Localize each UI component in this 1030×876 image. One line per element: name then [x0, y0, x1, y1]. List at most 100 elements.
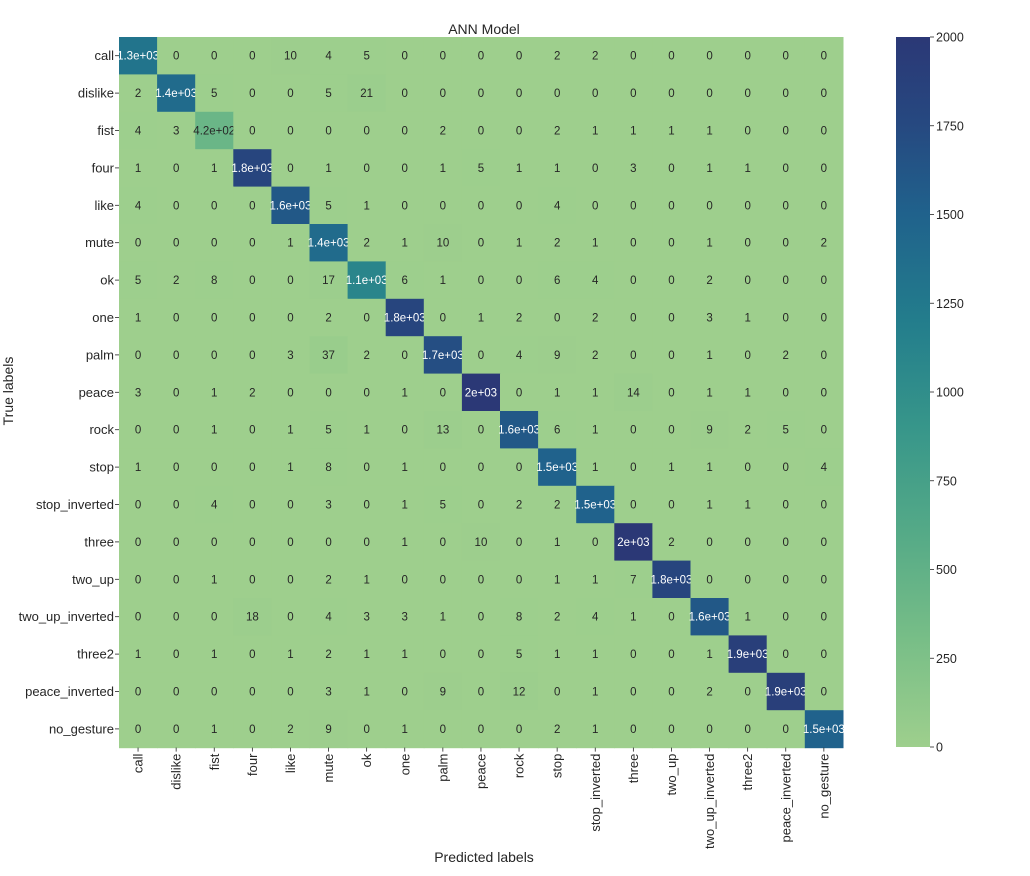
cell-value-label: 0: [516, 126, 522, 138]
column-tick-label: three: [626, 754, 641, 784]
heatmap-cell: [614, 485, 653, 524]
heatmap-cell: [347, 336, 387, 375]
heatmap-cell: [385, 298, 425, 337]
heatmap-cell: [766, 186, 806, 225]
cell-value-label: 1: [402, 649, 408, 661]
cell-value-label: 1: [706, 462, 712, 474]
heatmap-cell: [728, 261, 768, 300]
heatmap-cell: [461, 336, 501, 375]
cell-value-label: 0: [363, 462, 369, 474]
cell-value-label: 0: [173, 687, 179, 699]
cell-value-label: 0: [630, 649, 636, 661]
cell-value-label: 2: [668, 537, 674, 549]
heatmap-cell: [690, 672, 730, 711]
heatmap-cell: [157, 186, 196, 225]
cell-value-label: 0: [516, 275, 522, 287]
heatmap-cell: [157, 635, 196, 674]
cell-value-label: 5: [325, 200, 331, 212]
heatmap-cell: [766, 373, 806, 412]
heatmap-cell: [385, 149, 425, 188]
row-tick-label: two_up: [72, 572, 114, 587]
heatmap-cell: [538, 448, 577, 487]
cell-value-label: 0: [211, 313, 217, 325]
heatmap-cell: [271, 74, 311, 113]
colorbar-tick-label: 1000: [936, 386, 964, 400]
heatmap-cell: [195, 298, 234, 337]
heatmap-cell: [157, 336, 196, 375]
cell-value-label: 0: [287, 574, 293, 586]
heatmap-cell: [385, 37, 425, 75]
cell-value-label: 3: [135, 387, 141, 399]
heatmap-cell: [309, 598, 349, 636]
cell-value-label: 0: [516, 724, 522, 736]
heatmap-cell: [347, 74, 387, 113]
heatmap-cell: [119, 598, 158, 636]
row-tick-label: mute: [85, 235, 114, 250]
heatmap-cell: [461, 149, 501, 188]
heatmap-cell: [728, 635, 768, 674]
row-tick-label: no_gesture: [49, 721, 114, 736]
heatmap-cell: [766, 336, 806, 375]
heatmap-cell: [271, 224, 311, 262]
heatmap-cell: [728, 224, 768, 262]
heatmap-cell: [538, 37, 577, 75]
heatmap-cell: [538, 411, 577, 449]
heatmap-cell: [576, 298, 615, 337]
cell-value-label: 1: [592, 724, 598, 736]
cell-value-label: 0: [363, 537, 369, 549]
heatmap-cell: [271, 373, 311, 412]
heatmap-cell: [652, 149, 692, 188]
colorbar-ticks: 0 250 500 750 1000 1250 1500 1750 2000: [930, 31, 964, 755]
cell-value-label: 1: [668, 462, 674, 474]
heatmap-cell: [690, 336, 730, 375]
cell-value-label: 1: [402, 462, 408, 474]
cell-value-label: 1: [402, 537, 408, 549]
cell-value-label: 0: [173, 537, 179, 549]
heatmap-cell: [766, 598, 806, 636]
heatmap-cell: [614, 298, 653, 337]
cell-value-label: 1: [211, 574, 217, 586]
cell-value-label: 0: [363, 724, 369, 736]
column-tick-label: two_up_inverted: [702, 754, 717, 849]
heatmap-cell: [690, 37, 730, 75]
heatmap-cell: [500, 336, 539, 375]
heatmap-cell: [423, 598, 463, 636]
cell-value-label: 2: [783, 350, 789, 362]
heatmap-cell: [271, 111, 311, 150]
column-tick-label: peace_inverted: [778, 754, 793, 843]
cell-value-label: 0: [821, 51, 827, 63]
heatmap-cell: [271, 298, 311, 337]
heatmap-cell: [271, 186, 311, 225]
cell-value-label: 0: [173, 313, 179, 325]
cell-value-label: 0: [821, 649, 827, 661]
heatmap-cell: [195, 74, 234, 113]
cell-value-label: 0: [783, 238, 789, 250]
heatmap-cell: [347, 373, 387, 412]
cell-value-label: 1.5e+03: [574, 500, 616, 512]
cell-value-label: 1: [135, 313, 141, 325]
cell-value-label: 0: [630, 275, 636, 287]
cell-value-label: 2: [592, 313, 598, 325]
heatmap-cell: [652, 635, 692, 674]
heatmap-cell: [271, 411, 311, 449]
colorbar-tick-label: 1750: [936, 119, 964, 133]
cell-value-label: 0: [744, 238, 750, 250]
cell-value-label: 0: [440, 649, 446, 661]
row-tick-label: ok: [100, 273, 114, 288]
heatmap-cell: [271, 710, 311, 749]
heatmap-cell: [309, 485, 349, 524]
cell-value-label: 0: [249, 126, 255, 138]
cell-value-label: 10: [475, 537, 488, 549]
cell-value-label: 0: [249, 425, 255, 437]
cell-value-label: 0: [211, 238, 217, 250]
cell-value-label: 1: [554, 163, 560, 175]
cell-value-label: 0: [173, 724, 179, 736]
cell-value-label: 0: [630, 350, 636, 362]
cell-value-label: 1: [287, 238, 293, 250]
cell-value-label: 1.7e+03: [422, 350, 464, 362]
cell-value-label: 0: [630, 51, 636, 63]
heatmap-cell: [233, 373, 272, 412]
heatmap-cell: [309, 74, 349, 113]
cell-value-label: 2: [135, 88, 141, 100]
cell-value-label: 0: [478, 425, 484, 437]
